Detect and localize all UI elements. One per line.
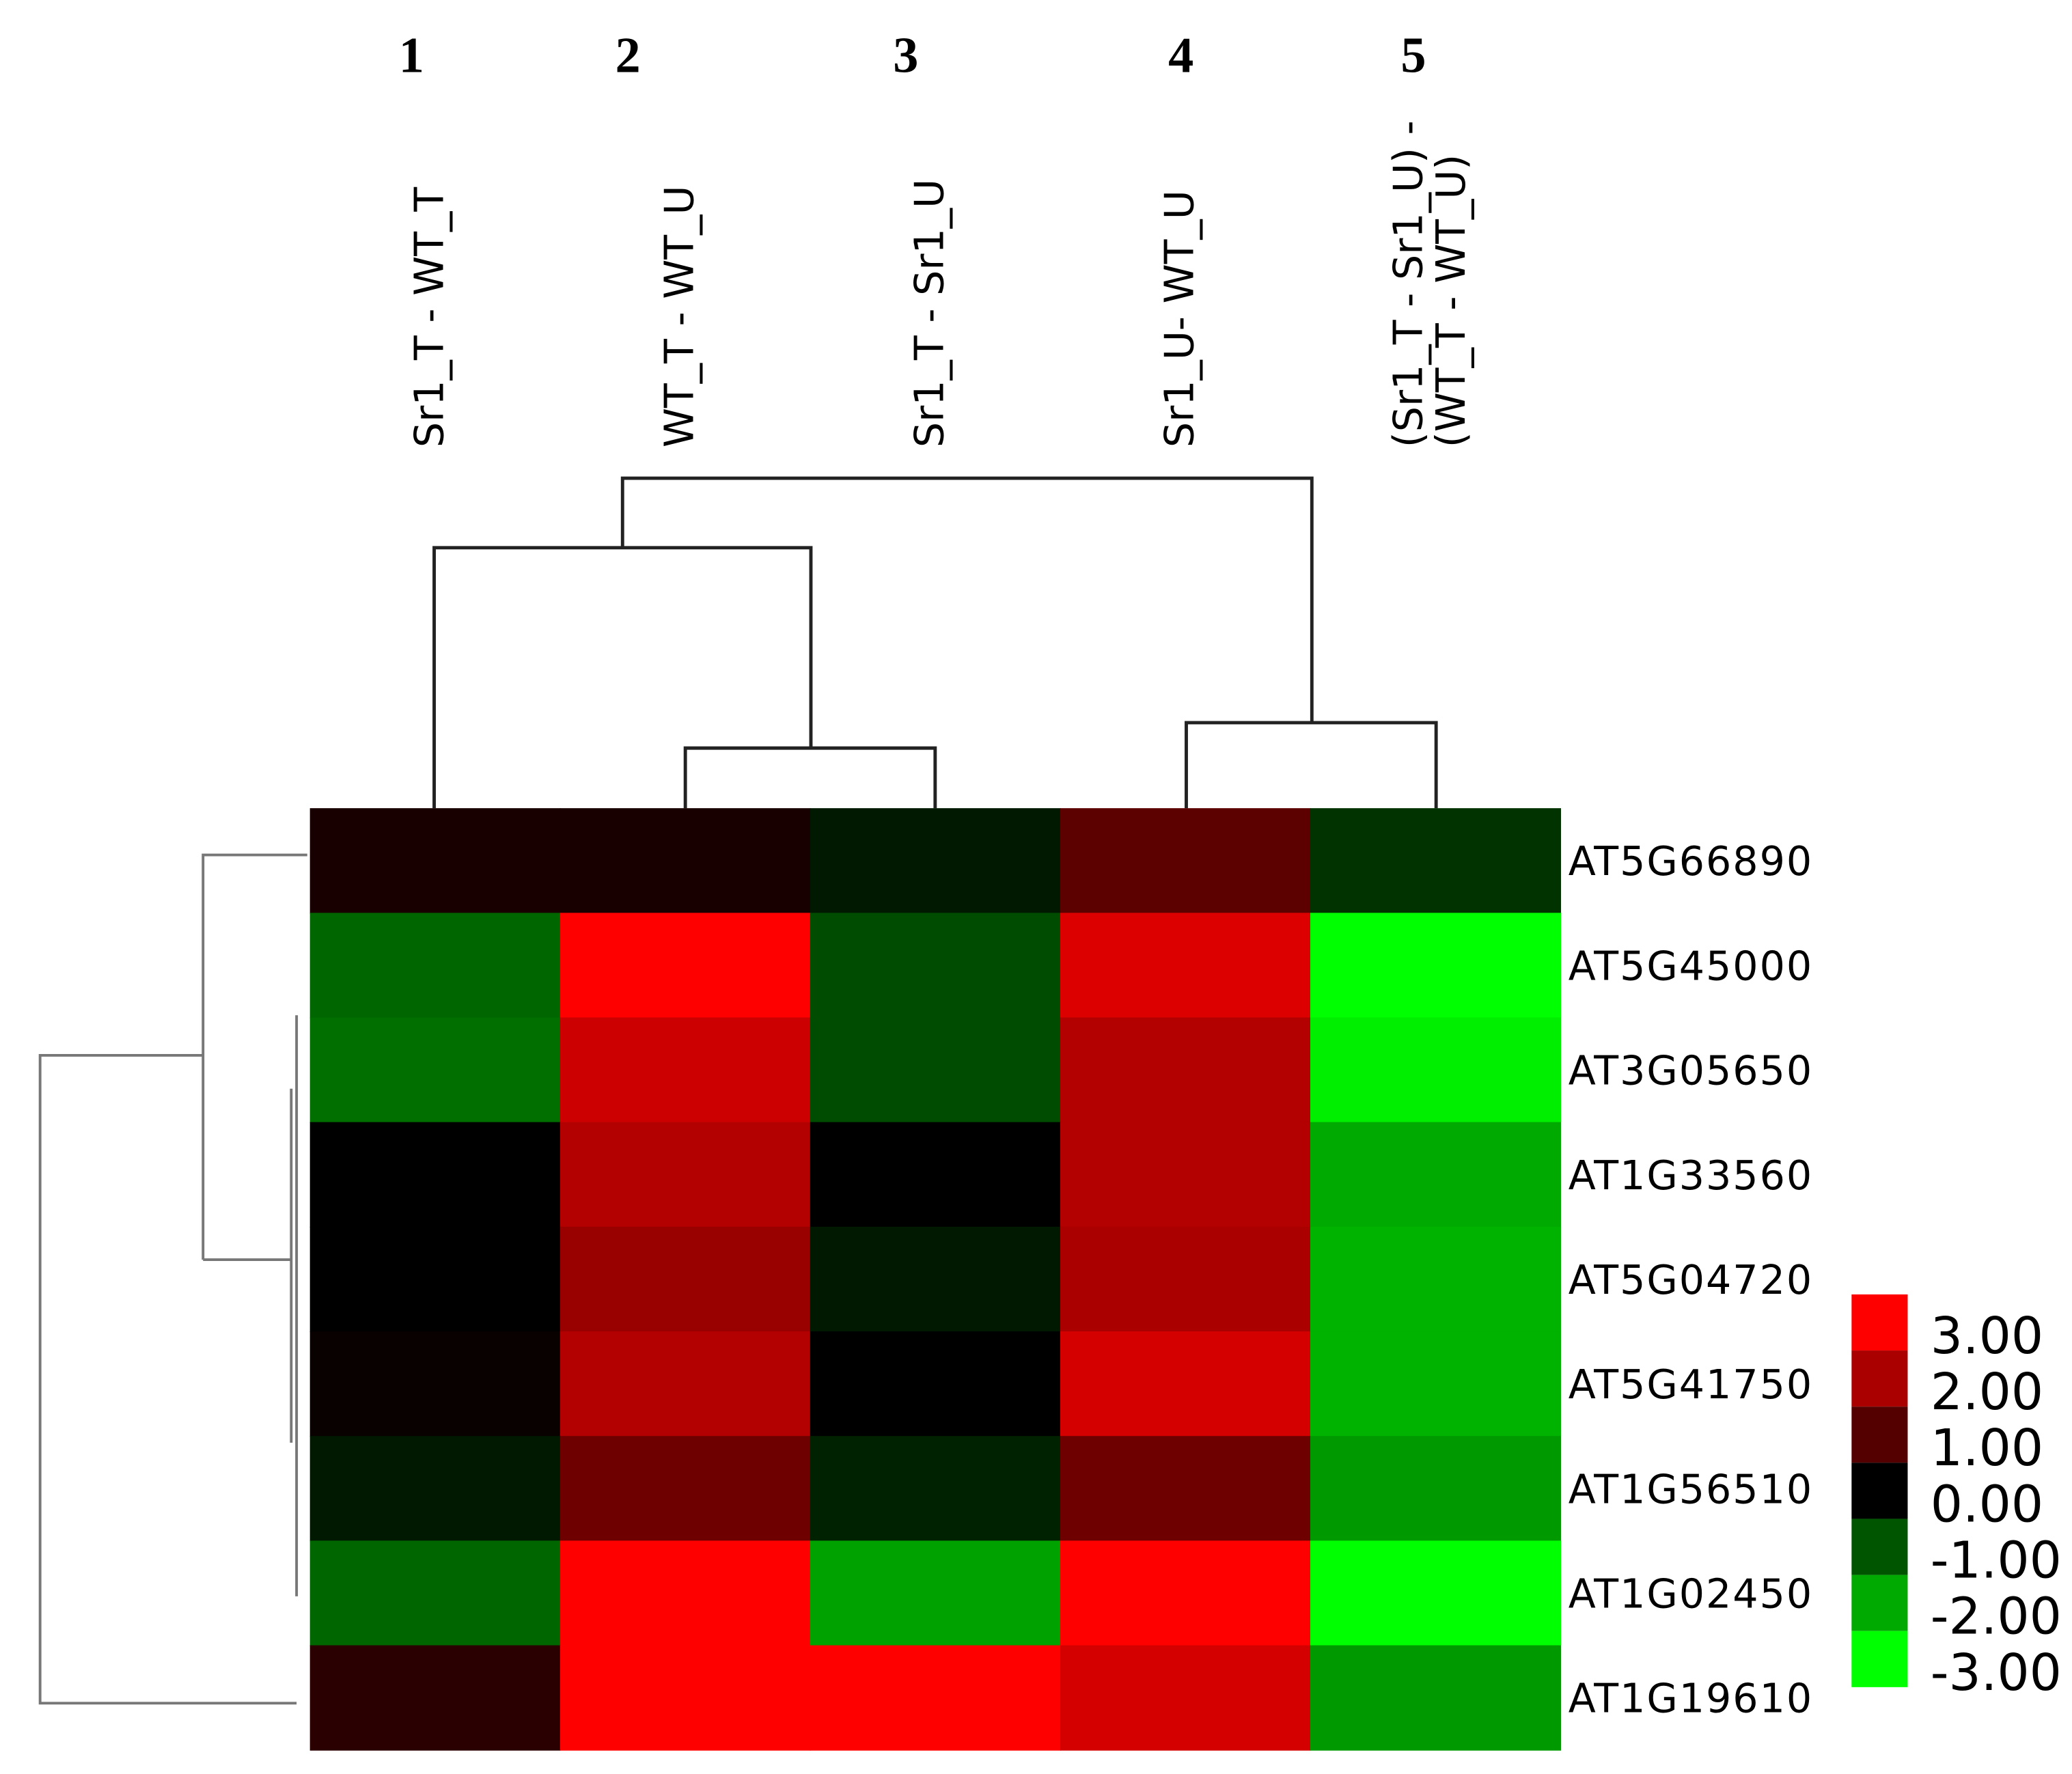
column-label: Sr1_U- WT_U: [1157, 190, 1203, 447]
heat-cell: [1060, 1122, 1311, 1228]
heat-cell: [1060, 1017, 1311, 1123]
heat-cell: [1310, 913, 1562, 1018]
heat-cell: [309, 1540, 561, 1646]
heat-cell: [1060, 1540, 1311, 1646]
heat-cell: [560, 1226, 811, 1333]
row-label: AT3G05650: [1569, 1048, 1813, 1094]
column-number: 1: [399, 28, 424, 84]
colorbar-label: 3.00: [1931, 1306, 2043, 1366]
heat-cell: [1310, 1331, 1562, 1437]
heat-cell: [1060, 913, 1311, 1018]
heat-cell: [1310, 808, 1562, 914]
heat-cell: [810, 1436, 1061, 1542]
column-number: 2: [616, 28, 641, 84]
row-label: AT5G04720: [1569, 1257, 1813, 1303]
heat-cell: [560, 1331, 811, 1437]
row-dendrogram: [38, 853, 307, 1705]
heat-cell: [1310, 1540, 1562, 1646]
column-label: (WT_T - WT_U): [1428, 154, 1474, 447]
colorbar-label: 2.00: [1931, 1362, 2043, 1422]
heat-cell: [309, 1017, 561, 1123]
heat-cell: [309, 808, 561, 914]
column-number: 3: [893, 28, 918, 84]
heat-cell: [810, 1017, 1061, 1123]
column-label: Sr1_T - WT_T: [406, 187, 452, 447]
colorbar-label: 1.00: [1931, 1418, 2043, 1478]
row-label: AT1G56510: [1569, 1466, 1813, 1512]
heat-cell: [309, 1645, 561, 1751]
heat-cell: [1060, 808, 1311, 914]
row-label: AT5G41750: [1569, 1361, 1813, 1408]
heat-cell: [1310, 1645, 1562, 1751]
column-label: WT_T - WT_U: [657, 186, 703, 448]
heat-cell: [810, 1331, 1061, 1437]
colorbar-label: -3.00: [1931, 1643, 2062, 1702]
heat-cell: [309, 1331, 561, 1437]
heat-cell: [1310, 1017, 1562, 1123]
heat-cell: [309, 1436, 561, 1542]
heat-cell: [560, 1017, 811, 1123]
heat-cell: [560, 1540, 811, 1646]
colorbar-band: [1851, 1519, 1908, 1575]
colorbar-band: [1851, 1575, 1908, 1631]
row-label: AT5G45000: [1569, 943, 1813, 989]
heat-cell: [560, 808, 811, 914]
heat-cell: [1310, 1122, 1562, 1228]
colorbar-label: -1.00: [1931, 1531, 2062, 1590]
colorbar-band: [1851, 1294, 1908, 1351]
heat-cell: [309, 1226, 561, 1333]
heat-cell: [1310, 1436, 1562, 1542]
colorbar-band: [1851, 1631, 1908, 1687]
heat-cell: [810, 1226, 1061, 1333]
column-label: (Sr1_T - Sr1_U) -: [1385, 120, 1431, 447]
heat-cell: [309, 913, 561, 1018]
heat-cell: [1060, 1436, 1311, 1542]
heat-cell: [1060, 1226, 1311, 1333]
heat-cell: [560, 913, 811, 1018]
column-number: 5: [1400, 28, 1426, 84]
heat-cell: [1310, 1226, 1562, 1333]
heat-cell: [810, 1645, 1061, 1751]
colorbar-band: [1851, 1350, 1908, 1407]
row-label: AT1G02450: [1569, 1570, 1813, 1617]
heat-cell: [560, 1436, 811, 1542]
colorbar-label: -2.00: [1931, 1587, 2062, 1646]
heat-cell: [1060, 1645, 1311, 1751]
colorbar-label: 0.00: [1931, 1474, 2043, 1534]
column-number: 4: [1168, 28, 1193, 84]
row-label: AT1G33560: [1569, 1152, 1813, 1199]
column-dendrogram: [432, 476, 1438, 809]
heat-cell: [560, 1645, 811, 1751]
heat-cell: [309, 1122, 561, 1228]
heat-cell: [810, 1122, 1061, 1228]
column-label: Sr1_T - Sr1_U: [907, 179, 953, 447]
colorbar-band: [1851, 1406, 1908, 1463]
heat-cell: [560, 1122, 811, 1228]
colorbar-band: [1851, 1463, 1908, 1519]
heat-cell: [810, 808, 1061, 914]
heat-cell: [810, 1540, 1061, 1646]
row-label: AT5G66890: [1569, 838, 1813, 885]
heat-cell: [1060, 1331, 1311, 1437]
row-label: AT1G19610: [1569, 1676, 1813, 1722]
heat-cell: [810, 913, 1061, 1018]
